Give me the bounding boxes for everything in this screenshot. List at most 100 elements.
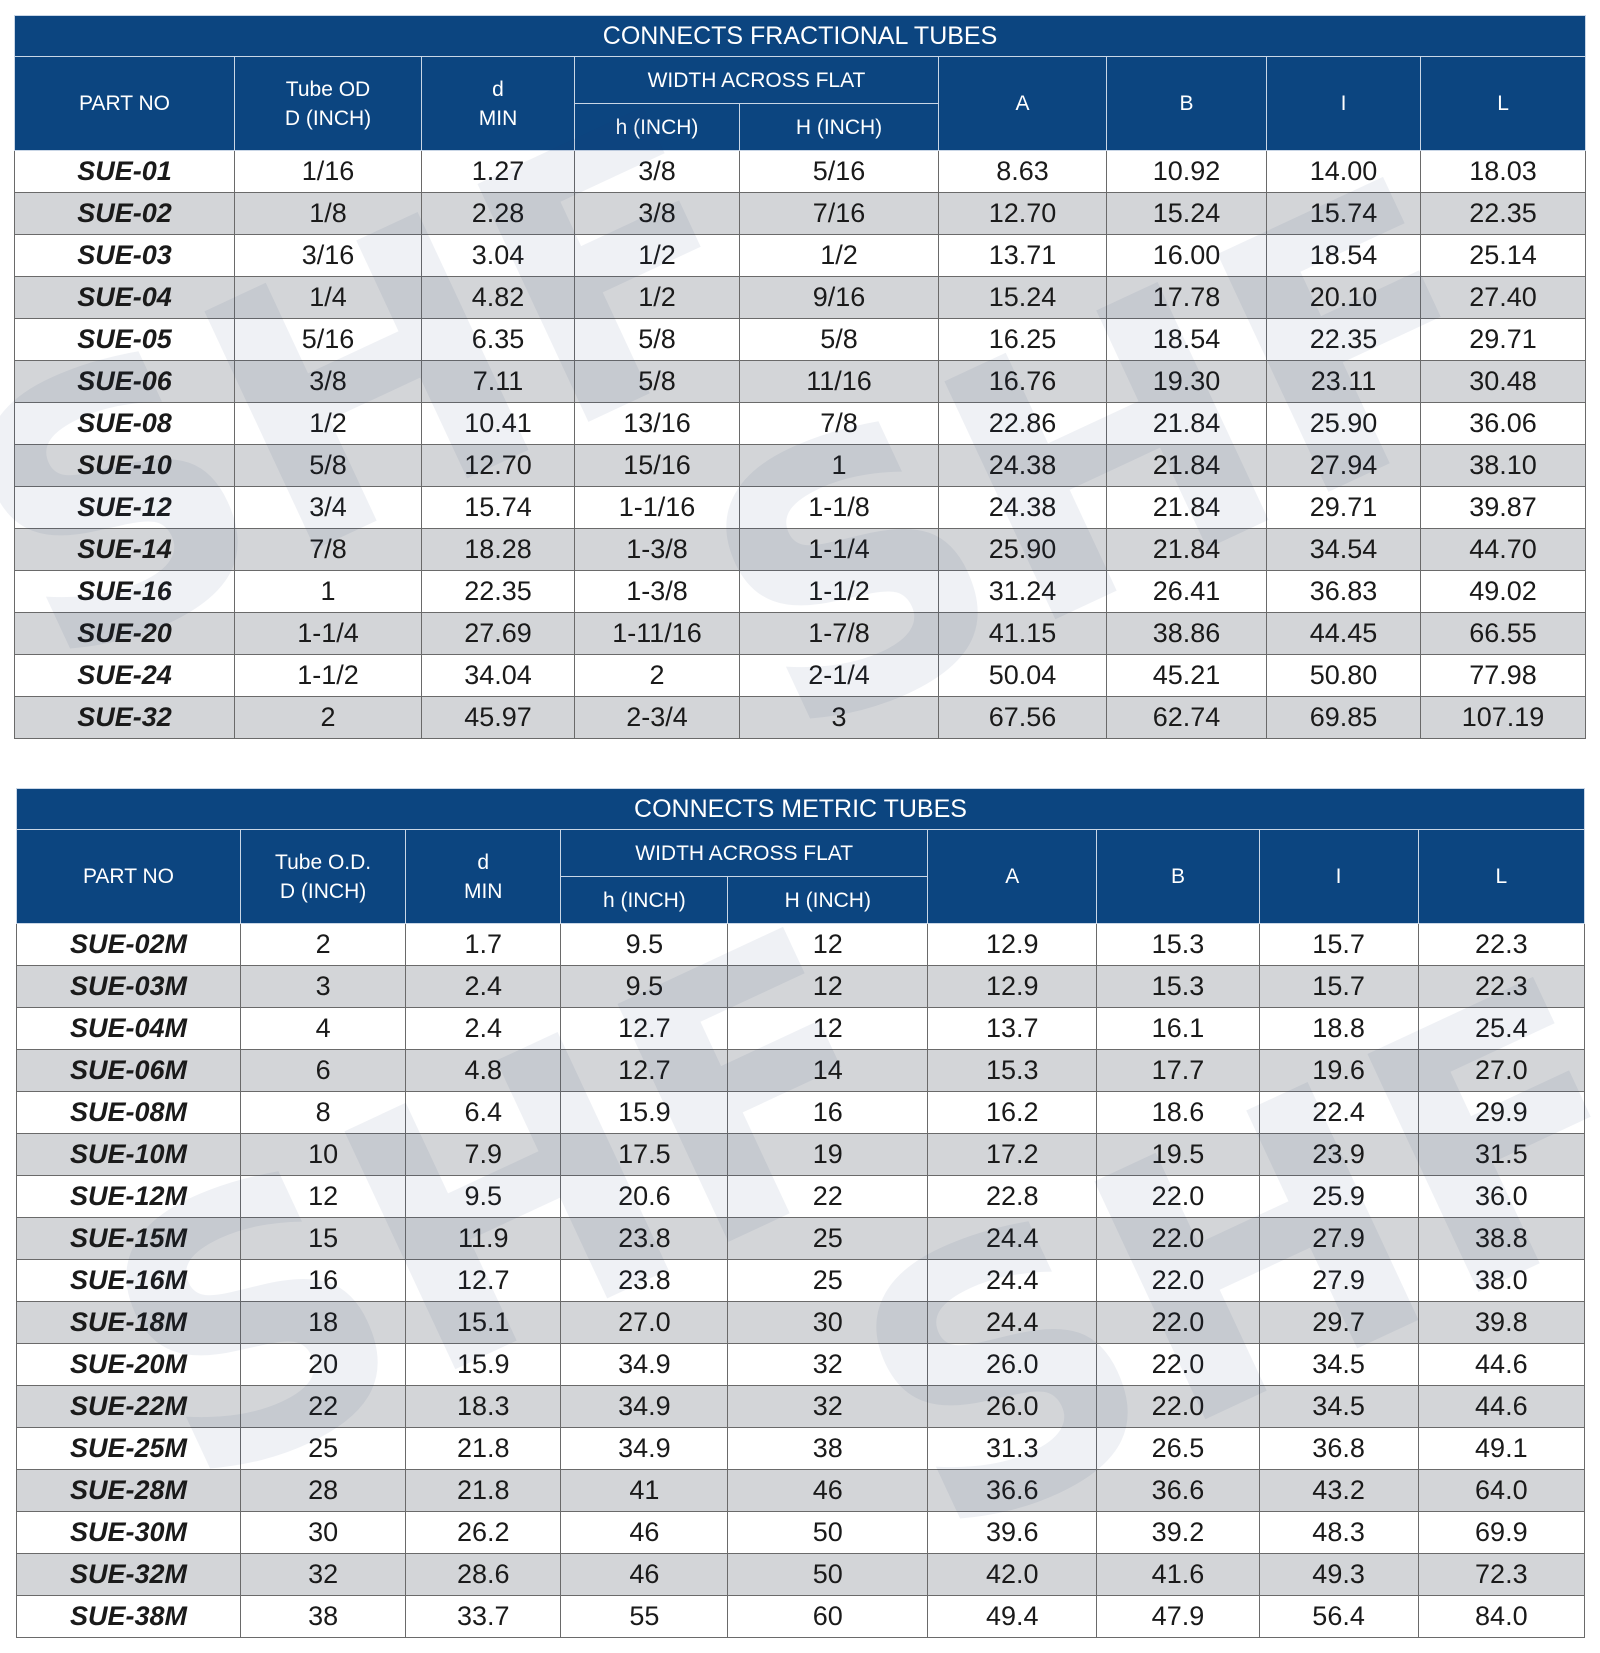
header-tube-od: Tube OD D (INCH) bbox=[234, 56, 422, 151]
cell-b: 26.5 bbox=[1096, 1427, 1260, 1470]
cell-h-small: 34.9 bbox=[560, 1343, 729, 1386]
cell-l: 49.02 bbox=[1419, 570, 1587, 613]
cell-h-large: 1/2 bbox=[739, 234, 939, 277]
cell-b: 22.0 bbox=[1096, 1217, 1260, 1260]
cell-a: 16.2 bbox=[927, 1091, 1098, 1134]
metric-table-body: SUE-02M 2 1.7 9.5 12 12.9 15.3 15.7 22.3 SUE-03M 3… bbox=[16, 923, 1586, 1638]
cell-a: 16.25 bbox=[938, 318, 1107, 361]
cell-a: 24.4 bbox=[927, 1301, 1098, 1344]
cell-part-no: SUE-08 bbox=[14, 402, 235, 445]
cell-tube-od: 30 bbox=[239, 1511, 407, 1554]
cell-i: 34.54 bbox=[1266, 528, 1421, 571]
cell-l: 22.35 bbox=[1419, 192, 1587, 235]
cell-h-large: 32 bbox=[727, 1343, 929, 1386]
header-min: MIN bbox=[478, 106, 518, 130]
cell-i: 15.7 bbox=[1258, 923, 1419, 966]
cell-part-no: SUE-20M bbox=[16, 1343, 241, 1386]
header-h-large: H (INCH) bbox=[739, 103, 939, 151]
cell-part-no: SUE-16 bbox=[14, 570, 235, 613]
cell-a: 24.38 bbox=[938, 444, 1107, 487]
cell-i: 29.71 bbox=[1266, 486, 1421, 529]
cell-a: 26.0 bbox=[927, 1385, 1098, 1428]
cell-i: 23.11 bbox=[1266, 360, 1421, 403]
cell-l: 27.0 bbox=[1417, 1049, 1586, 1092]
cell-h-large: 1-1/8 bbox=[739, 486, 939, 529]
cell-a: 24.4 bbox=[927, 1217, 1098, 1260]
cell-a: 22.8 bbox=[927, 1175, 1098, 1218]
cell-h-small: 5/8 bbox=[574, 318, 740, 361]
cell-d-min: 4.8 bbox=[405, 1049, 562, 1092]
cell-tube-od: 1/4 bbox=[234, 276, 422, 319]
cell-tube-od: 15 bbox=[239, 1217, 407, 1260]
cell-i: 18.8 bbox=[1258, 1007, 1419, 1050]
cell-b: 10.92 bbox=[1106, 150, 1267, 193]
cell-a: 15.24 bbox=[938, 276, 1107, 319]
header-i: I bbox=[1266, 56, 1421, 151]
table-row: SUE-16M 16 12.7 23.8 25 24.4 22.0 27.9 38.0 bbox=[16, 1259, 1586, 1302]
table-row: SUE-14 7/8 18.28 1-3/8 1-1/4 25.90 21.84 34.54 4… bbox=[14, 528, 1587, 571]
header-h-small: h (INCH) bbox=[574, 103, 740, 151]
cell-l: 25.14 bbox=[1419, 234, 1587, 277]
cell-l: 29.71 bbox=[1419, 318, 1587, 361]
cell-part-no: SUE-02M bbox=[16, 923, 241, 966]
cell-h-large: 2-1/4 bbox=[739, 654, 939, 697]
header-tube-od-line2: D (INCH) bbox=[279, 879, 367, 903]
table-row: SUE-02 1/8 2.28 3/8 7/16 12.70 15.24 15.74 22.35 bbox=[14, 192, 1587, 235]
cell-b: 36.6 bbox=[1096, 1469, 1260, 1512]
cell-b: 15.3 bbox=[1096, 965, 1260, 1008]
cell-b: 21.84 bbox=[1106, 402, 1267, 445]
cell-i: 27.9 bbox=[1258, 1259, 1419, 1302]
cell-part-no: SUE-05 bbox=[14, 318, 235, 361]
cell-d-min: 7.11 bbox=[421, 360, 575, 403]
cell-tube-od: 5/8 bbox=[234, 444, 422, 487]
cell-l: 22.3 bbox=[1417, 965, 1586, 1008]
table-row: SUE-06 3/8 7.11 5/8 11/16 16.76 19.30 23.11 30.4… bbox=[14, 360, 1587, 403]
cell-l: 44.6 bbox=[1417, 1343, 1586, 1386]
cell-h-large: 50 bbox=[727, 1511, 929, 1554]
cell-d-min: 4.82 bbox=[421, 276, 575, 319]
cell-h-small: 34.9 bbox=[560, 1427, 729, 1470]
cell-h-small: 23.8 bbox=[560, 1217, 729, 1260]
header-width-across-flat: WIDTH ACROSS FLAT bbox=[560, 829, 929, 877]
cell-part-no: SUE-02 bbox=[14, 192, 235, 235]
table-row: SUE-18M 18 15.1 27.0 30 24.4 22.0 29.7 39.8 bbox=[16, 1301, 1586, 1344]
table-row: SUE-30M 30 26.2 46 50 39.6 39.2 48.3 69.9 bbox=[16, 1511, 1586, 1554]
table-row: SUE-03 3/16 3.04 1/2 1/2 13.71 16.00 18.54 25.14 bbox=[14, 234, 1587, 277]
cell-part-no: SUE-03 bbox=[14, 234, 235, 277]
cell-h-large: 50 bbox=[727, 1553, 929, 1596]
cell-part-no: SUE-04 bbox=[14, 276, 235, 319]
cell-part-no: SUE-10M bbox=[16, 1133, 241, 1176]
cell-h-large: 22 bbox=[727, 1175, 929, 1218]
cell-tube-od: 1-1/4 bbox=[234, 612, 422, 655]
cell-b: 22.0 bbox=[1096, 1259, 1260, 1302]
cell-h-small: 1/2 bbox=[574, 276, 740, 319]
cell-h-small: 1-3/8 bbox=[574, 528, 740, 571]
table-row: SUE-08 1/2 10.41 13/16 7/8 22.86 21.84 25.90 36.… bbox=[14, 402, 1587, 445]
cell-part-no: SUE-18M bbox=[16, 1301, 241, 1344]
cell-i: 34.5 bbox=[1258, 1385, 1419, 1428]
cell-h-small: 5/8 bbox=[574, 360, 740, 403]
cell-d-min: 1.7 bbox=[405, 923, 562, 966]
cell-part-no: SUE-15M bbox=[16, 1217, 241, 1260]
table-row: SUE-16 1 22.35 1-3/8 1-1/2 31.24 26.41 36.83 49.… bbox=[14, 570, 1587, 613]
cell-i: 15.74 bbox=[1266, 192, 1421, 235]
header-a: A bbox=[938, 56, 1107, 151]
cell-h-small: 46 bbox=[560, 1553, 729, 1596]
cell-a: 13.71 bbox=[938, 234, 1107, 277]
cell-l: 77.98 bbox=[1419, 654, 1587, 697]
cell-tube-od: 3/8 bbox=[234, 360, 422, 403]
cell-l: 44.70 bbox=[1419, 528, 1587, 571]
header-tube-od-line2: D (INCH) bbox=[284, 106, 372, 130]
cell-h-small: 20.6 bbox=[560, 1175, 729, 1218]
table-row: SUE-01 1/16 1.27 3/8 5/16 8.63 10.92 14.00 18.03 bbox=[14, 150, 1587, 193]
cell-l: 38.10 bbox=[1419, 444, 1587, 487]
table-row: SUE-20 1-1/4 27.69 1-11/16 1-7/8 41.15 38.86 44… bbox=[14, 612, 1587, 655]
cell-h-large: 25 bbox=[727, 1217, 929, 1260]
cell-h-small: 9.5 bbox=[560, 965, 729, 1008]
cell-tube-od: 8 bbox=[239, 1091, 407, 1134]
cell-tube-od: 20 bbox=[239, 1343, 407, 1386]
cell-l: 29.9 bbox=[1417, 1091, 1586, 1134]
cell-a: 12.9 bbox=[927, 965, 1098, 1008]
cell-l: 49.1 bbox=[1417, 1427, 1586, 1470]
table-row: SUE-10 5/8 12.70 15/16 1 24.38 21.84 27.94 38.10 bbox=[14, 444, 1587, 487]
